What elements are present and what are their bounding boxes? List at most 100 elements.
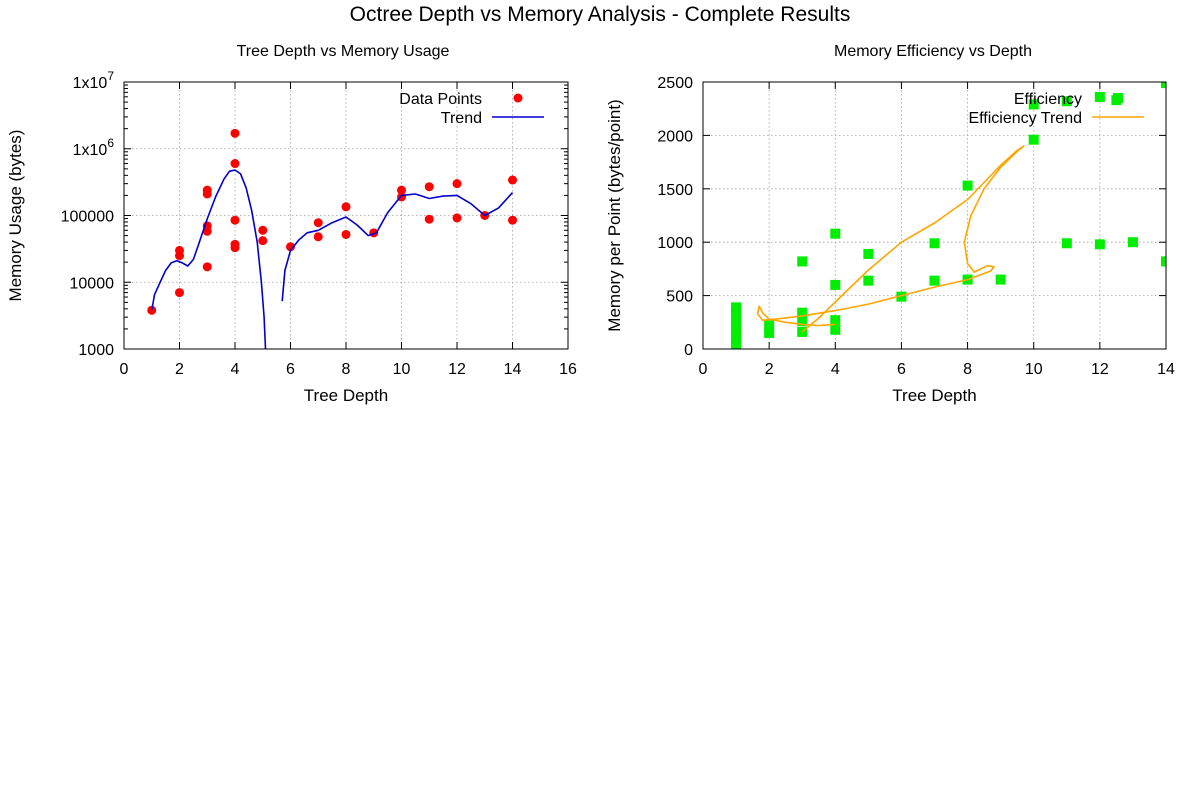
data-point (202, 262, 212, 272)
data-point (313, 232, 323, 242)
data-point (764, 320, 775, 331)
data-point (341, 229, 351, 239)
data-point (508, 215, 517, 225)
data-point (424, 182, 434, 192)
data-point (731, 302, 742, 313)
data-point (424, 214, 434, 224)
data-point (1094, 239, 1105, 250)
legend-swatch (513, 93, 523, 103)
data-point (313, 218, 323, 228)
x-tick-label: 8 (342, 361, 351, 378)
data-point (863, 275, 874, 286)
chart-title: Memory Efficiency vs Depth (834, 43, 1032, 60)
data-point (731, 324, 742, 335)
x-tick-label: 0 (120, 361, 129, 378)
data-point (202, 185, 212, 195)
data-point (508, 175, 517, 185)
data-point (830, 324, 841, 335)
data-point (1161, 82, 1166, 89)
trend-line-segment (756, 145, 1025, 333)
legend-label: Data Points (399, 91, 482, 108)
series-data-points (147, 128, 517, 315)
x-tick-label: 4 (831, 361, 840, 378)
figure-title: Octree Depth vs Memory Analysis - Comple… (350, 3, 851, 26)
x-tick-label: 14 (504, 361, 522, 378)
trend-line-segment (281, 192, 514, 302)
y-tick-label: 2500 (657, 75, 693, 92)
data-point (1061, 96, 1072, 107)
y-tick-label: 100000 (61, 209, 114, 226)
data-point (962, 180, 973, 191)
data-point (341, 202, 351, 212)
data-point (830, 228, 841, 239)
data-point (1127, 237, 1138, 248)
legend-label: Efficiency (1014, 91, 1082, 108)
data-point (863, 248, 874, 259)
x-axis-label: Tree Depth (892, 386, 976, 405)
plot-border (123, 81, 569, 350)
data-point (830, 279, 841, 290)
x-tick-label: 12 (1091, 361, 1109, 378)
data-point (452, 179, 462, 189)
series-efficiency-trend (756, 145, 1025, 333)
data-point (175, 245, 184, 255)
data-point (731, 316, 742, 327)
x-tick-label: 8 (963, 361, 972, 378)
y-axis-label: Memory per Point (bytes/point) (605, 99, 624, 331)
data-point (452, 213, 462, 223)
data-point (175, 288, 184, 298)
data-point (731, 339, 742, 349)
data-point (258, 236, 268, 246)
data-point (896, 291, 907, 302)
y-tick-label: 500 (666, 289, 693, 306)
trend-line-segment (151, 169, 267, 349)
plot-border (702, 81, 1167, 350)
data-point (1028, 99, 1039, 110)
y-tick-label: 0 (684, 342, 693, 359)
data-point (286, 242, 295, 252)
data-point (995, 274, 1006, 285)
data-point (397, 185, 406, 195)
data-point (230, 239, 240, 249)
legend-swatch (1113, 93, 1123, 103)
x-tick-label: 14 (1157, 361, 1175, 378)
x-tick-label: 16 (559, 361, 577, 378)
data-point (1161, 256, 1166, 267)
x-tick-label: 2 (175, 361, 184, 378)
data-point (830, 315, 841, 326)
y-axis-label: Memory Usage (bytes) (6, 130, 25, 302)
y-tick-label: 10000 (70, 275, 115, 292)
data-point (731, 307, 742, 318)
x-tick-label: 4 (231, 361, 240, 378)
x-tick-label: 2 (765, 361, 774, 378)
x-tick-label: 10 (1025, 361, 1043, 378)
data-point (797, 307, 808, 318)
x-tick-label: 6 (897, 361, 906, 378)
data-point (929, 238, 940, 249)
y-tick-label: 1000 (657, 235, 693, 252)
legend-label: Trend (441, 110, 482, 127)
y-tick-label: 1x106 (73, 136, 115, 159)
y-tick-label: 2000 (657, 128, 693, 145)
series-trend (151, 169, 514, 349)
x-tick-label: 6 (286, 361, 295, 378)
data-point (764, 327, 775, 338)
x-axis-label: Tree Depth (304, 386, 388, 405)
x-tick-label: 0 (699, 361, 708, 378)
data-point (929, 275, 940, 286)
y-tick-label: 1000 (78, 342, 114, 359)
data-point (230, 159, 240, 169)
data-point (731, 333, 742, 344)
chart-1: Tree Depth vs Memory Usage 0 2 4 6 8 10 12 14 16 1… (6, 43, 577, 405)
y-tick-label: 1500 (657, 182, 693, 199)
data-point (1094, 91, 1105, 102)
chart-2: Memory Efficiency vs Depth 0 2 4 6 8 10 12 14 0 50… (605, 43, 1175, 405)
data-point (1061, 238, 1072, 249)
data-point (230, 128, 240, 138)
data-point (147, 305, 157, 315)
data-point (797, 316, 808, 327)
data-point (230, 215, 240, 225)
x-tick-label: 10 (393, 361, 411, 378)
